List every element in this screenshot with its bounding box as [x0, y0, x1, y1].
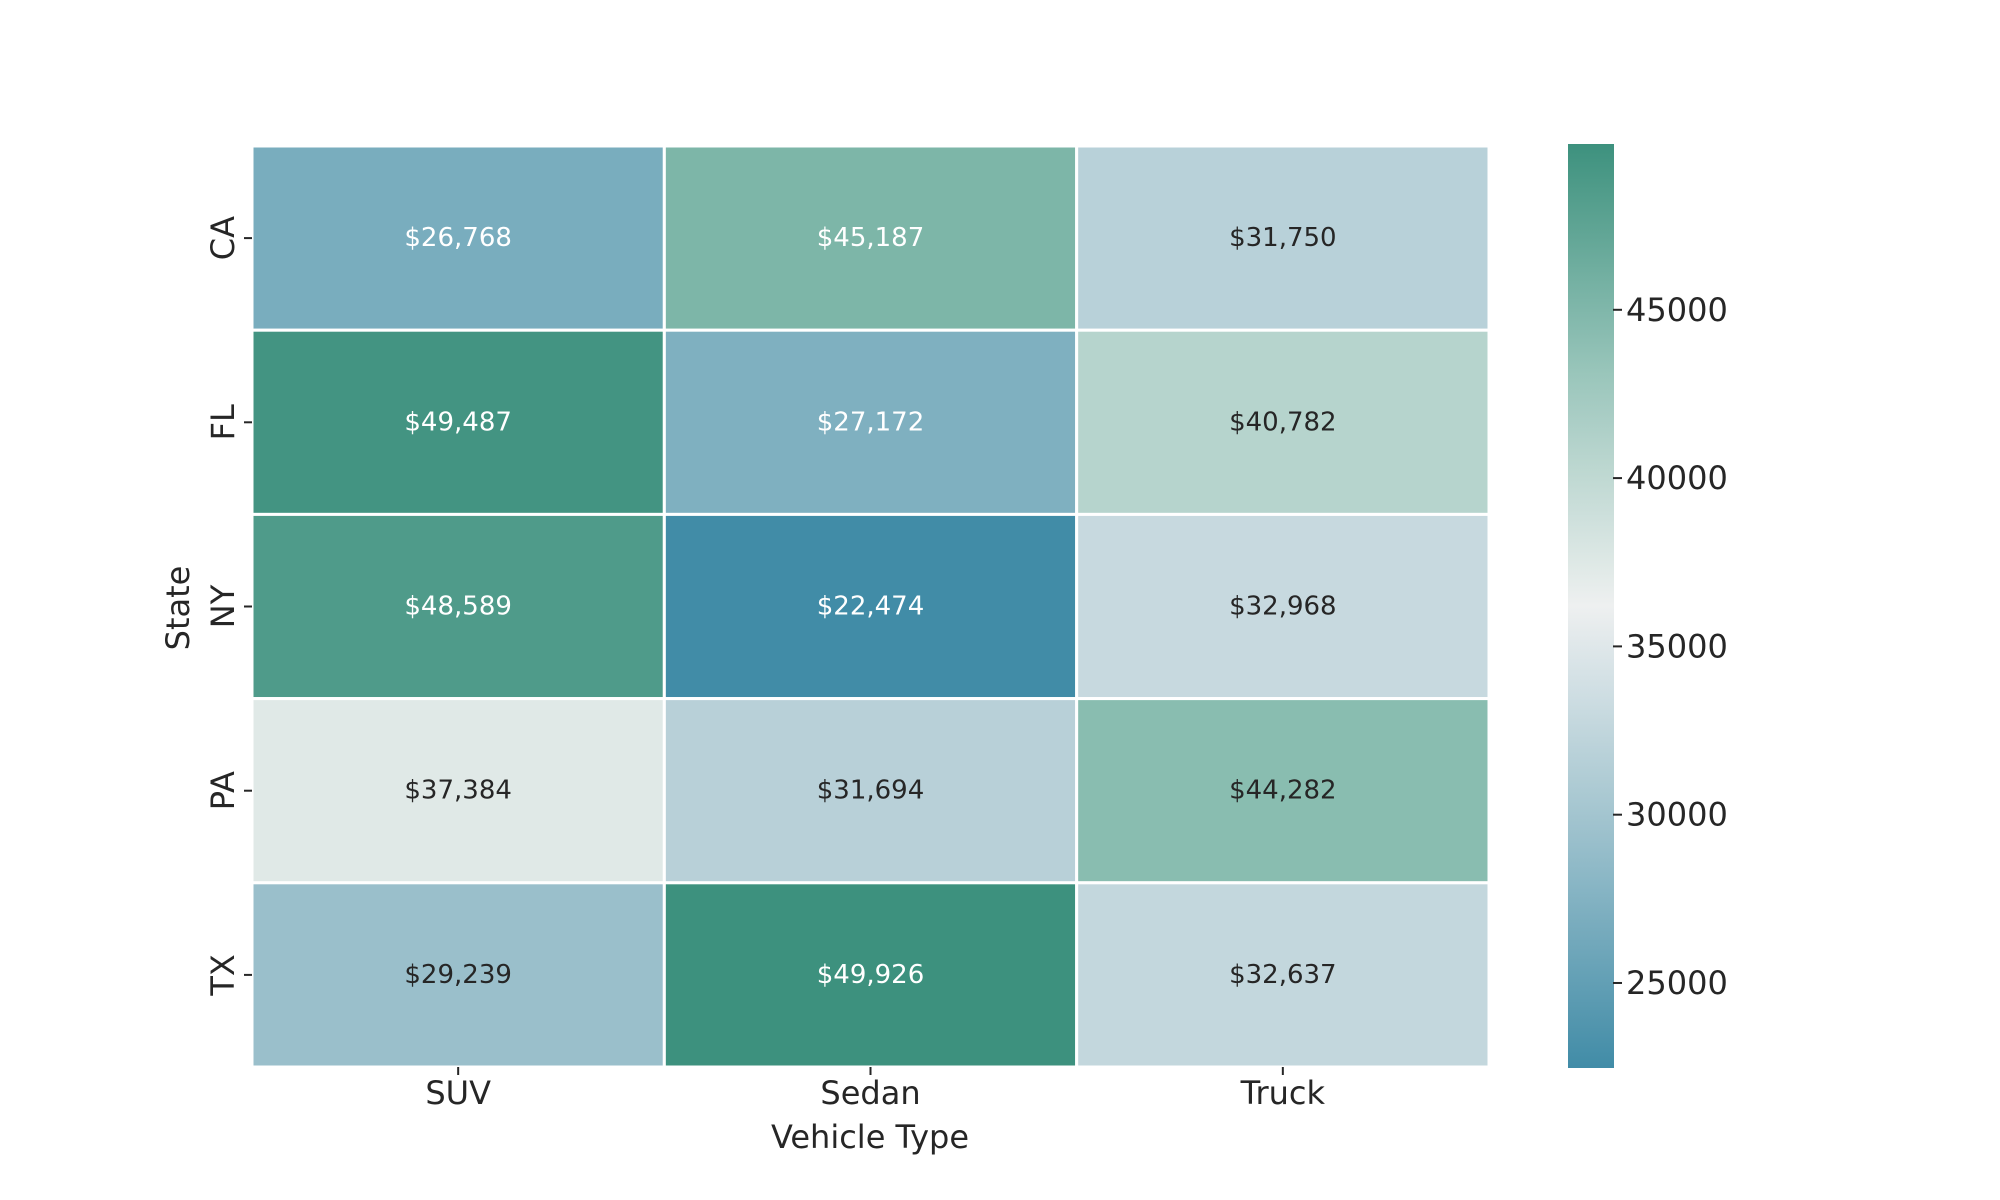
- cell-value-label: $32,968: [1229, 592, 1337, 622]
- cell-value-label: $40,782: [1229, 407, 1337, 437]
- cell-value-label: $49,487: [404, 407, 512, 437]
- cell-value-label: $49,926: [817, 960, 925, 990]
- colorbar-tick-label: 40000: [1626, 459, 1728, 497]
- heatmap-cells: $26,768 $45,187 $31,750 $49,487 $27,172 $40,7…: [250, 144, 1491, 1069]
- heatmap-cell: [250, 144, 666, 332]
- y-axis-label: State: [159, 566, 197, 651]
- y-tick-label: FL: [204, 404, 242, 440]
- y-tick-label: PA: [204, 771, 242, 810]
- cell-value-label: $27,172: [817, 407, 925, 437]
- cell-value-label: $45,187: [817, 223, 925, 253]
- y-tick-label: TX: [204, 954, 242, 996]
- cell-value-label: $44,282: [1229, 776, 1337, 806]
- heatmap-cell: [1075, 881, 1491, 1069]
- colorbar: [1568, 144, 1614, 1068]
- colorbar-tick-label: 45000: [1626, 291, 1728, 329]
- y-tick-label: CA: [204, 216, 242, 260]
- colorbar-tick-label: 35000: [1626, 627, 1728, 665]
- heatmap-cell: [250, 697, 666, 885]
- x-tick-label: SUV: [425, 1074, 491, 1112]
- heatmap-cell: [662, 512, 1079, 701]
- cell-value-label: $31,750: [1229, 223, 1337, 253]
- cell-value-label: $31,694: [817, 776, 925, 806]
- heatmap-cell: [662, 881, 1079, 1069]
- y-axis: CA FL NY PA TX: [204, 216, 252, 997]
- heatmap-cell: [1075, 144, 1491, 332]
- colorbar-tick-label: 25000: [1626, 964, 1728, 1002]
- heatmap-cell: [1075, 328, 1491, 516]
- cell-value-label: $32,637: [1229, 960, 1337, 990]
- heatmap-cell: [662, 328, 1079, 516]
- cell-value-label: $26,768: [404, 223, 512, 253]
- heatmap-cell: [662, 144, 1079, 332]
- heatmap-cell: [1075, 697, 1491, 885]
- colorbar-ticks: 25000 30000 35000 40000 45000: [1613, 291, 1728, 1002]
- x-axis-label: Vehicle Type: [771, 1118, 969, 1156]
- cell-value-label: $48,589: [404, 592, 512, 622]
- x-tick-label: Truck: [1240, 1074, 1326, 1112]
- heatmap-cell: [250, 881, 666, 1069]
- x-axis: SUV Sedan Truck: [425, 1067, 1326, 1112]
- cell-value-label: $37,384: [404, 776, 512, 806]
- x-tick-label: Sedan: [820, 1074, 920, 1112]
- colorbar-tick-label: 30000: [1626, 796, 1728, 834]
- cell-value-label: $22,474: [817, 592, 925, 622]
- cell-value-label: $29,239: [404, 960, 512, 990]
- heatmap-cell: [250, 328, 666, 516]
- y-tick-label: NY: [204, 584, 242, 628]
